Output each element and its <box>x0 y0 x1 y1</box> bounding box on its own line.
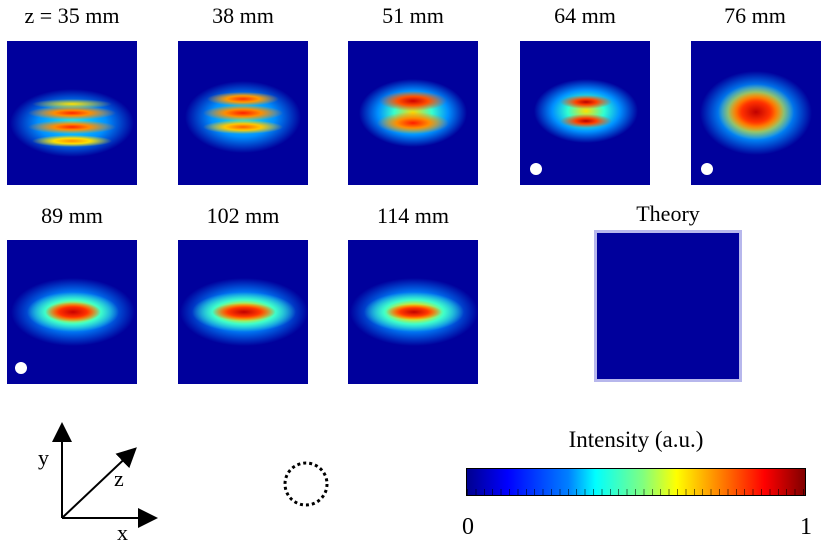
marker-dot <box>701 163 713 175</box>
colorbar-title: Intensity (a.u.) <box>568 427 704 452</box>
intensity-pattern <box>348 41 478 185</box>
intensity-panel-z76 <box>691 41 821 185</box>
panel-label-z102: 102 mm <box>206 203 280 228</box>
colorbar-max-label: 1 <box>800 514 812 540</box>
colorbar-ticks <box>467 489 805 495</box>
intensity-pattern <box>178 41 308 185</box>
panel-label-z38: 38 mm <box>212 3 274 28</box>
intensity-panel-z102 <box>178 240 308 384</box>
dotted-circle-marker <box>282 460 330 508</box>
intensity-panel-z35 <box>7 41 137 185</box>
coordinate-axes <box>40 420 170 540</box>
y-axis-label: y <box>38 445 49 470</box>
panel-label-z35: z = 35 mm <box>24 3 120 28</box>
intensity-pattern <box>691 41 821 185</box>
intensity-pattern <box>520 41 650 185</box>
panel-label-z64: 64 mm <box>554 3 616 28</box>
intensity-pattern <box>348 240 478 384</box>
intensity-pattern <box>7 41 137 185</box>
marker-dot <box>530 163 542 175</box>
intensity-panel-z38 <box>178 41 308 185</box>
panel-label-z51: 51 mm <box>382 3 444 28</box>
intensity-pattern <box>7 240 137 384</box>
z-axis-label: z <box>114 466 124 491</box>
panel-label-z114: 114 mm <box>377 203 449 228</box>
panel-label-z76: 76 mm <box>724 3 786 28</box>
intensity-panel-z114 <box>348 240 478 384</box>
axes-arrows-icon <box>52 422 158 528</box>
intensity-panel-z51 <box>348 41 478 185</box>
marker-dot <box>15 362 27 374</box>
colorbar-min-label: 0 <box>462 514 474 540</box>
colorbar <box>466 468 806 496</box>
dotted-circle-icon <box>283 461 329 507</box>
intensity-pattern <box>178 240 308 384</box>
theory-label: Theory <box>636 201 700 226</box>
intensity-panel-z89 <box>7 240 137 384</box>
intensity-panel-z64 <box>520 41 650 185</box>
x-axis-label: x <box>117 520 128 545</box>
panel-label-z89: 89 mm <box>41 203 103 228</box>
theory-panel <box>594 230 742 382</box>
